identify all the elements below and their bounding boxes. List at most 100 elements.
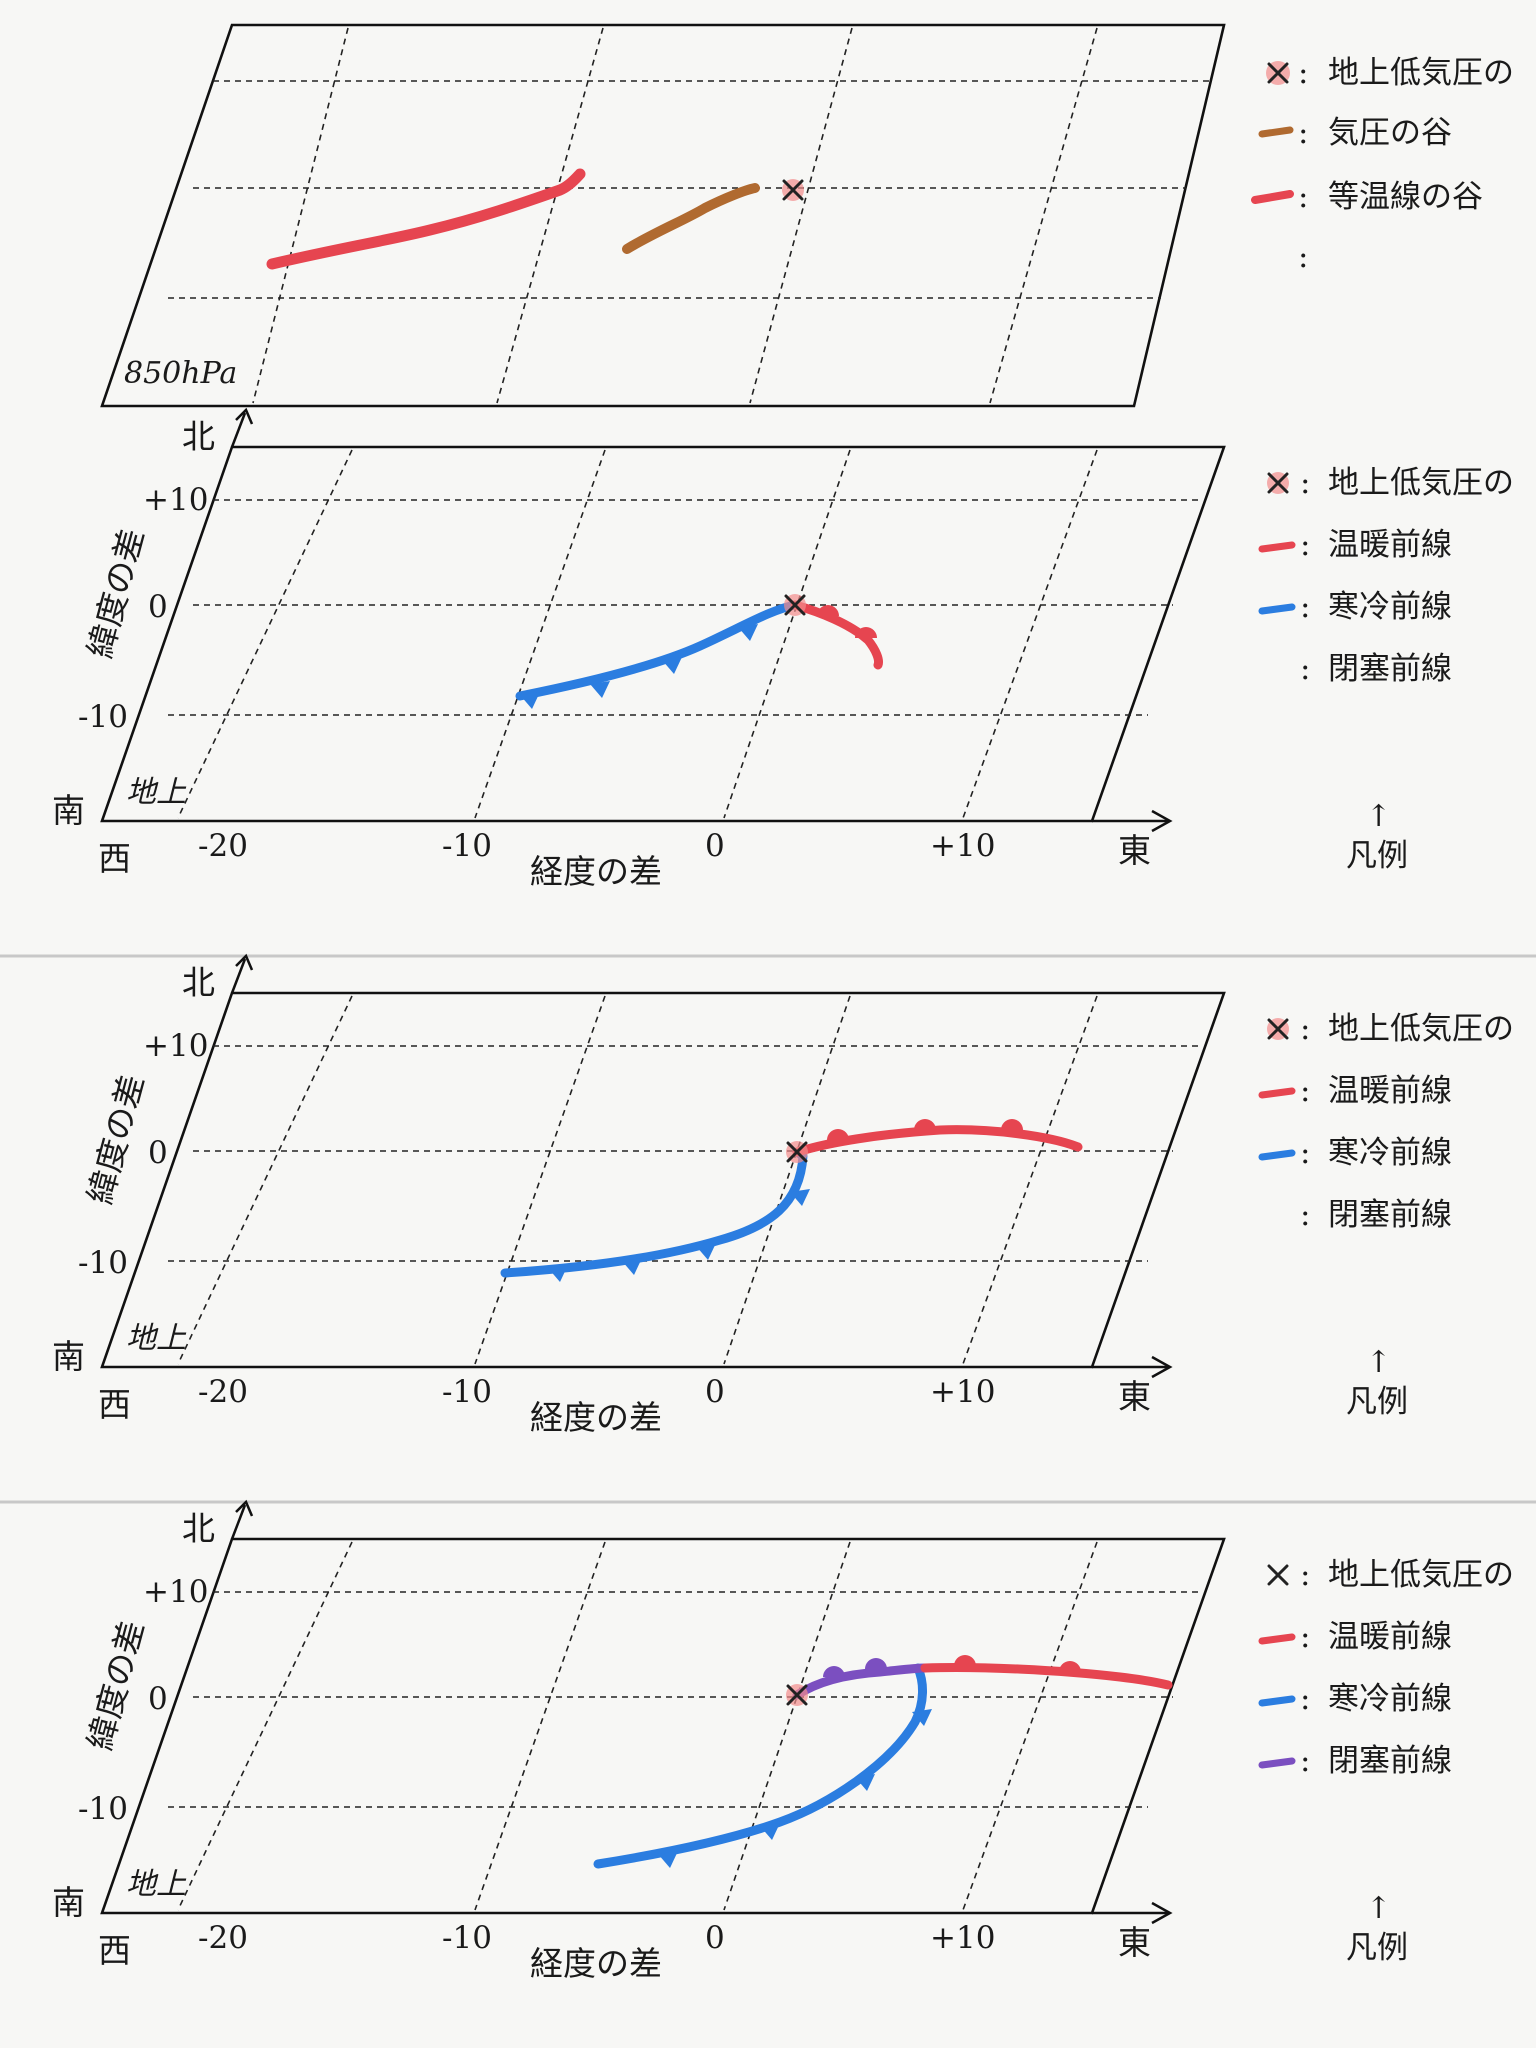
east-label: 東 — [1118, 1377, 1151, 1416]
cold-front-barb — [912, 1709, 932, 1726]
svg-text::: : — [1300, 1743, 1310, 1779]
level-label: 850hPa — [124, 356, 237, 391]
lat-tick-label: +10 — [143, 482, 208, 518]
lon-axis-label: 経度の差 — [530, 1944, 662, 1983]
east-label: 東 — [1118, 831, 1151, 870]
panel-frame — [100, 23, 1226, 408]
legend-item: : 閉塞前線 — [1258, 1743, 1452, 1779]
warm-front-bump — [823, 1666, 845, 1677]
legend: : 地上低気圧の: 温暖前線: 寒冷前線: 閉塞前線 — [1258, 465, 1514, 687]
legend-label: 地上低気圧の — [1328, 1557, 1514, 1593]
west-label: 西 — [98, 1385, 131, 1424]
lon-tick-label: -20 — [198, 1920, 248, 1956]
cold-front-barb — [622, 1258, 642, 1275]
svg-text::: : — [1298, 115, 1308, 151]
cold-front — [515, 600, 800, 701]
legend: : 地上低気圧の : 気圧の谷 : 等温線の谷 : — [1251, 55, 1514, 275]
line-swatch-icon — [1258, 1695, 1296, 1707]
lon-tick-label: -10 — [442, 1920, 492, 1956]
level-label: 地上 — [126, 1321, 187, 1356]
legend-label: 地上低気圧の — [1328, 1011, 1514, 1047]
grid-lines — [168, 995, 1199, 1365]
legend-caption-arrow: ↑ — [1366, 1891, 1391, 1926]
lat-tick-label: +10 — [143, 1574, 208, 1610]
arrow-head-icon — [235, 953, 254, 971]
north-axis-arrow — [230, 412, 247, 448]
warm-front-bump — [855, 627, 877, 638]
svg-text::: : — [1300, 589, 1310, 625]
line-swatch-icon — [1258, 1633, 1296, 1645]
lon-tick-label: +10 — [930, 1374, 995, 1410]
south-label: 南 — [52, 1337, 85, 1376]
south-label: 南 — [52, 791, 85, 830]
cold-front — [593, 1663, 927, 1869]
legend-item: : 寒冷前線 — [1258, 589, 1452, 625]
arrow-head-icon — [1151, 1355, 1173, 1379]
line-swatch-icon — [1251, 190, 1294, 204]
x-icon — [1267, 472, 1289, 494]
line-swatch-icon — [1258, 1757, 1296, 1769]
lon-tick-label: -20 — [198, 828, 248, 864]
grid-lines — [168, 449, 1199, 819]
low-pressure-x-icon — [786, 1684, 808, 1706]
arrow-head-icon — [1151, 1901, 1173, 1925]
legend-label: 地上低気圧の — [1328, 55, 1514, 91]
cold-front — [500, 1147, 808, 1278]
legend-item: : 閉塞前線 — [1300, 1197, 1452, 1233]
legend-label: 閉塞前線 — [1328, 651, 1452, 687]
legend-label: 地上低気圧の — [1328, 465, 1514, 501]
x-icon — [1267, 1018, 1289, 1040]
lat-axis-label: 緯度の差 — [80, 524, 152, 662]
legend-label: 等温線の谷 — [1328, 179, 1483, 215]
cold-front-barb — [590, 681, 610, 698]
legend-item: : 地上低気圧の — [1267, 1011, 1514, 1047]
low-pressure-x-icon — [786, 1141, 808, 1163]
cold-front-barb — [760, 1823, 780, 1840]
legend-item-thermal-trough: : 等温線の谷 — [1251, 179, 1483, 215]
north-label: 北 — [182, 417, 215, 456]
arrow-head-icon — [1151, 809, 1173, 833]
legend-item: : 寒冷前線 — [1258, 1681, 1452, 1717]
warm-front — [920, 1663, 1173, 1690]
svg-text::: : — [1300, 527, 1310, 563]
legend-item: : 地上低気圧の — [1267, 1557, 1514, 1593]
legend-label: 寒冷前線 — [1328, 1135, 1452, 1171]
grid-lines — [168, 27, 1211, 404]
warm-front-bump — [914, 1119, 936, 1130]
lon-axis-label: 経度の差 — [530, 1398, 662, 1437]
lon-tick-label: -20 — [198, 1374, 248, 1410]
svg-text::: : — [1298, 239, 1308, 275]
lat-tick-label: -10 — [78, 699, 128, 735]
lon-tick-label: +10 — [930, 1920, 995, 1956]
lon-tick-label: 0 — [705, 1374, 725, 1410]
cold-front-barb — [662, 657, 682, 674]
cold-front-barb — [855, 1774, 875, 1791]
warm-front — [792, 1125, 1083, 1157]
line-swatch-icon — [1258, 1087, 1296, 1099]
legend-item-empty: : — [1298, 239, 1308, 275]
lat-tick-label: 0 — [148, 1135, 168, 1171]
legend-label: 温暖前線 — [1328, 1619, 1452, 1655]
low-pressure-x-icon — [782, 179, 804, 201]
svg-text::: : — [1300, 1073, 1310, 1109]
lon-tick-label: 0 — [705, 828, 725, 864]
warm-front-bump — [827, 1129, 849, 1140]
south-label: 南 — [52, 1883, 85, 1922]
lon-tick-label: 0 — [705, 1920, 725, 1956]
legend-caption: 凡例 — [1346, 1384, 1408, 1420]
lat-axis-label: 緯度の差 — [80, 1616, 152, 1754]
cold-front-barb — [790, 1189, 810, 1206]
cold-front-barb — [658, 1851, 678, 1868]
warm-front — [790, 600, 883, 670]
svg-text::: : — [1300, 1619, 1310, 1655]
legend: : 地上低気圧の: 温暖前線: 寒冷前線: 閉塞前線 — [1258, 1557, 1514, 1779]
legend-item: : 温暖前線 — [1258, 1619, 1452, 1655]
legend-label: 温暖前線 — [1328, 1073, 1452, 1109]
legend-label: 寒冷前線 — [1328, 589, 1452, 625]
panel-frame — [100, 991, 1226, 1369]
legend-item-low: : 地上低気圧の — [1266, 55, 1514, 91]
low-pressure-x-icon — [784, 594, 806, 616]
